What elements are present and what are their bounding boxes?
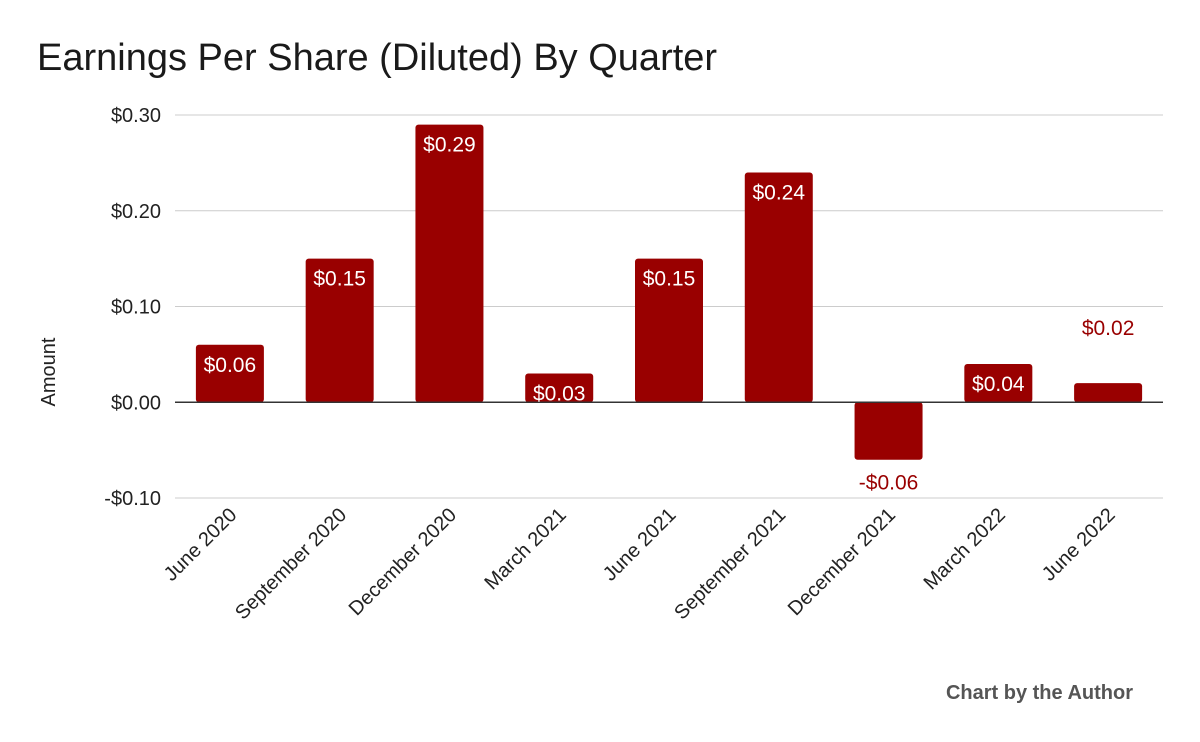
bar	[1074, 383, 1143, 403]
y-axis-title: Amount	[38, 337, 60, 406]
y-tick-label: $0.30	[111, 105, 161, 127]
x-tick-label: March 2021	[481, 504, 571, 594]
bar	[305, 258, 374, 403]
y-tick-label: -$0.10	[104, 488, 161, 510]
data-label: -$0.06	[859, 472, 919, 495]
chart-credit: Chart by the Author	[946, 682, 1133, 704]
x-tick-label: March 2022	[920, 504, 1010, 594]
data-label: $0.06	[204, 354, 257, 377]
bar	[854, 402, 923, 460]
bar	[635, 258, 703, 403]
chart-title: Earnings Per Share (Diluted) By Quarter	[37, 37, 717, 79]
bar	[744, 172, 813, 403]
data-label: $0.15	[643, 268, 696, 291]
y-tick-label: $0.10	[111, 297, 161, 319]
x-tick-label: December 2021	[784, 504, 900, 620]
x-tick-label: June 2021	[599, 504, 681, 586]
data-labels: $0.06 $0.15 $0.29 $0.03 $0.15 $0.24 -$0.06 $0.0…	[204, 134, 1135, 495]
bar	[525, 373, 594, 403]
data-label: $0.24	[752, 181, 805, 204]
x-tick-label: September 2020	[231, 504, 351, 624]
y-tick-label: $0.20	[111, 201, 161, 223]
bar	[415, 124, 484, 403]
bar	[964, 363, 1033, 403]
data-label: $0.03	[533, 383, 586, 406]
y-axis-ticks: $0.30 $0.20 $0.10 $0.00 -$0.10	[104, 105, 161, 510]
x-tick-label: September 2021	[670, 504, 790, 624]
x-tick-label: June 2022	[1038, 504, 1120, 586]
data-label: $0.04	[972, 373, 1025, 396]
y-tick-label: $0.00	[111, 392, 161, 414]
bar	[195, 344, 264, 403]
data-label: $0.02	[1082, 317, 1135, 340]
data-label: $0.29	[423, 134, 476, 157]
x-tick-label: December 2020	[345, 504, 461, 620]
x-tick-label: June 2020	[160, 504, 242, 586]
data-label: $0.15	[313, 268, 366, 291]
bars	[195, 124, 1143, 460]
